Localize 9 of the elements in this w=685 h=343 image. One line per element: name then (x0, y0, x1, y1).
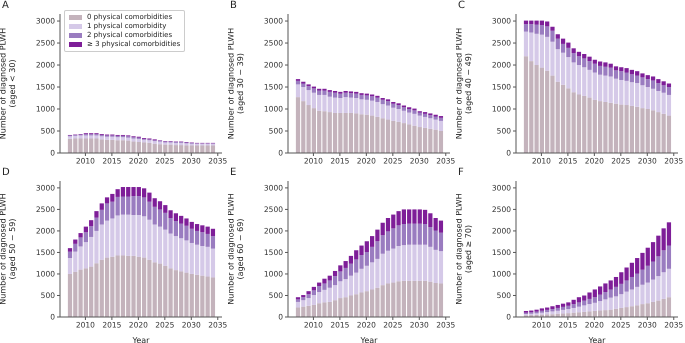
x-axis-title: Year (588, 336, 606, 343)
x-axis-title: Year (360, 336, 378, 343)
chart-title: E (230, 167, 236, 178)
chart-title: C (458, 0, 465, 11)
chart-title: B (230, 0, 237, 11)
chart-title: D (2, 167, 10, 178)
chart-title: A (2, 0, 9, 11)
chart-title: F (458, 167, 464, 178)
x-axis-title: Year (132, 336, 150, 343)
